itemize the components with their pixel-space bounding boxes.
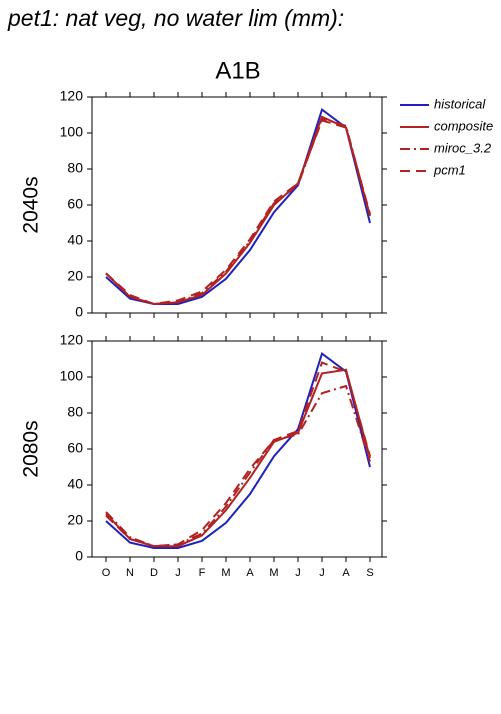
x-tick-label: D [150, 567, 158, 579]
plot-frame [91, 96, 383, 314]
legend-label: historical [434, 96, 486, 111]
x-tick-label: J [319, 567, 325, 579]
chart-title: pet1: nat veg, no water lim (mm): [7, 5, 344, 31]
y-tick-label: 20 [67, 268, 83, 284]
series-line [105, 119, 371, 306]
series-line [105, 117, 371, 306]
x-tick-label: O [102, 567, 111, 579]
y-tick-label: 40 [67, 232, 83, 248]
x-tick-label: A [342, 567, 350, 579]
y-tick-label: 80 [67, 160, 83, 176]
x-tick-label: M [221, 567, 230, 579]
y-tick-label: 100 [60, 368, 84, 384]
y-axis-label: 2040s [20, 176, 43, 233]
x-tick-label: F [199, 567, 206, 579]
series-line [105, 361, 371, 548]
y-tick-label: 20 [67, 512, 83, 528]
y-tick-label: 120 [60, 332, 84, 348]
series-line [105, 115, 371, 306]
x-tick-label: S [366, 567, 373, 579]
legend-label: miroc_3.2 [434, 140, 492, 155]
x-tick-label: J [295, 567, 301, 579]
x-tick-label: M [269, 567, 278, 579]
legend-label: pcm1 [433, 162, 466, 177]
series-line [105, 107, 371, 305]
plot-frame [91, 340, 383, 558]
y-tick-label: 60 [67, 440, 83, 456]
y-tick-label: 80 [67, 404, 83, 420]
x-tick-label: J [175, 567, 181, 579]
y-tick-label: 40 [67, 476, 83, 492]
y-axis-label: 2080s [20, 420, 43, 477]
x-tick-label: A [246, 567, 254, 579]
chart-subtitle: A1B [215, 57, 260, 84]
series-line [105, 368, 371, 548]
series-line [105, 351, 371, 549]
legend-label: composite [434, 118, 493, 133]
y-tick-label: 0 [75, 304, 83, 320]
y-tick-label: 100 [60, 124, 84, 140]
series-line [105, 384, 371, 548]
y-tick-label: 0 [75, 548, 83, 564]
x-tick-label: N [126, 567, 134, 579]
y-tick-label: 120 [60, 88, 84, 104]
y-tick-label: 60 [67, 196, 83, 212]
